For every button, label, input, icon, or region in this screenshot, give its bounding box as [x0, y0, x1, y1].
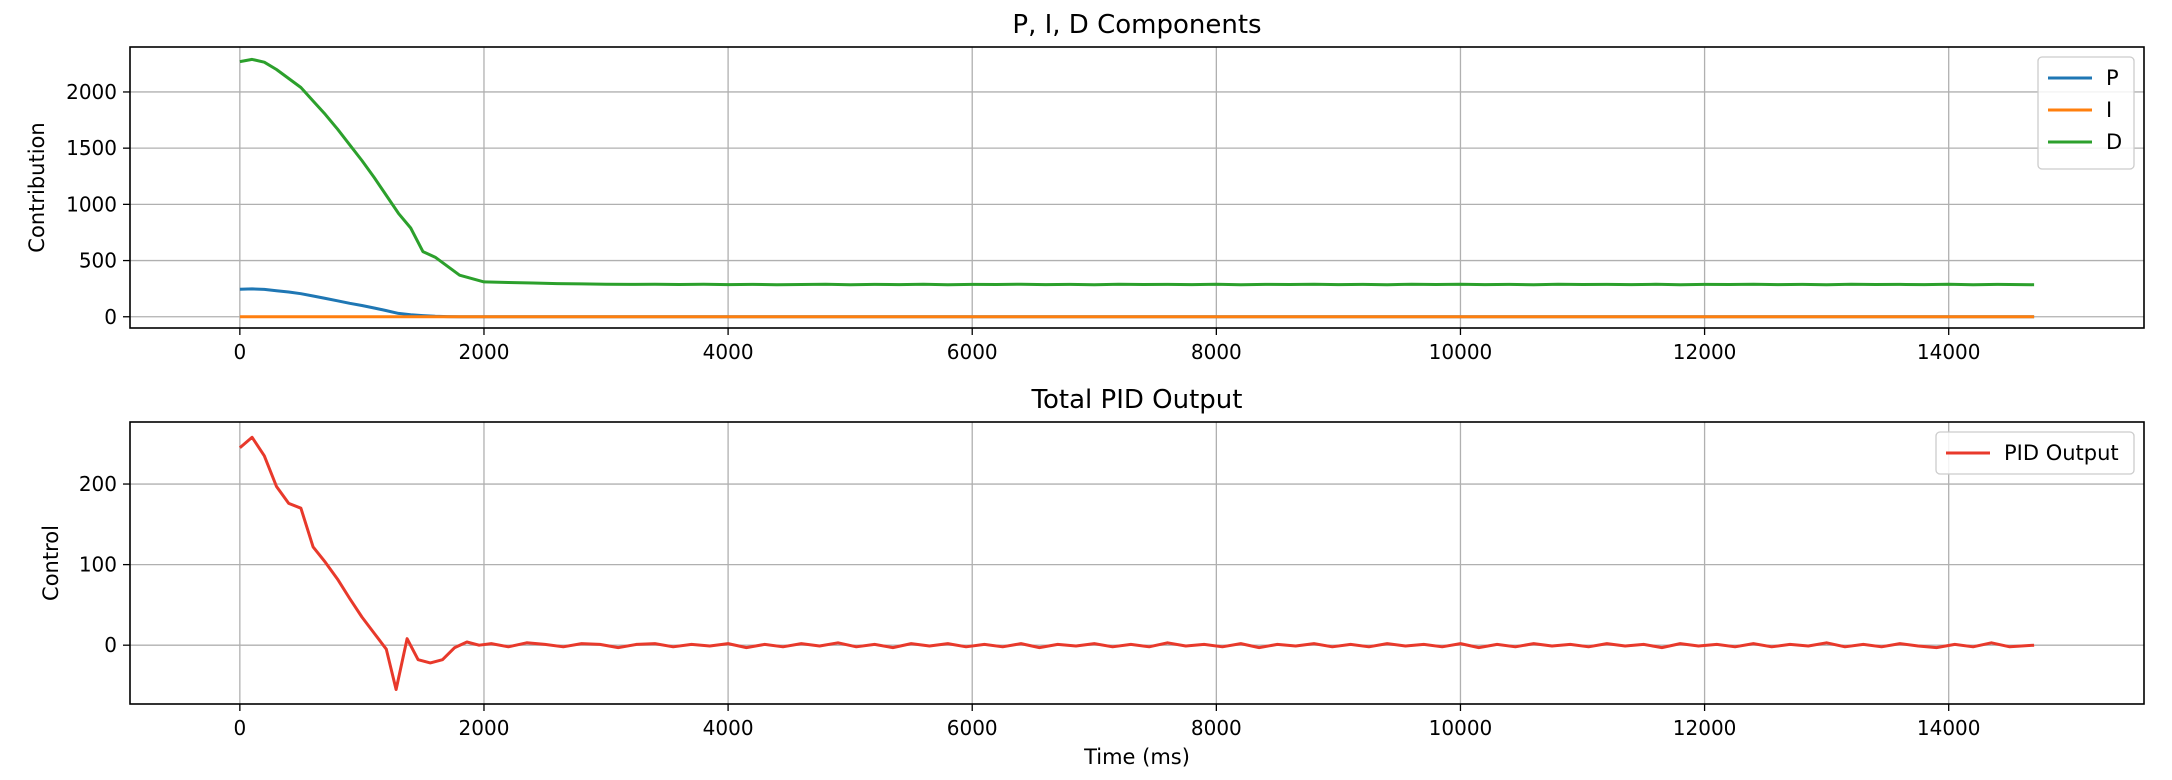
chart-title: Total PID Output: [1031, 385, 1243, 415]
legend-entry: D: [2106, 130, 2122, 154]
y-tick-label: 0: [104, 633, 117, 657]
legend-entry: I: [2106, 98, 2112, 122]
series-line-d: [239, 57, 2035, 287]
x-tick-label: 12000: [1673, 340, 1737, 364]
x-tick-label: 14000: [1917, 716, 1981, 740]
x-tick-label: 2000: [459, 340, 510, 364]
x-tick-label: 12000: [1673, 716, 1737, 740]
x-tick-label: 6000: [947, 340, 998, 364]
plot-frame: [129, 421, 2145, 705]
y-axis-label: Contribution: [25, 122, 49, 252]
chart-title: P, I, D Components: [1012, 10, 1261, 40]
series-line-p: [239, 287, 2035, 319]
x-tick-label: 10000: [1429, 716, 1493, 740]
y-tick-label: 1500: [66, 136, 117, 160]
legend-frame: [1935, 431, 2135, 475]
series-line-pid-output: [238, 435, 2035, 691]
plot-frame: [129, 46, 2145, 329]
legend: PID Output: [1935, 431, 2135, 475]
y-tick-label: 100: [79, 553, 117, 577]
y-tick-label: 2000: [66, 80, 117, 104]
x-tick-label: 4000: [703, 716, 754, 740]
x-axis-label: Time (ms): [1083, 745, 1190, 769]
x-tick-label: 8000: [1191, 340, 1242, 364]
pid-components-chart: 0 2000 4000 6000 8000 10000 12000 14000 0 500 1000…: [25, 10, 2145, 364]
x-tick-label: 6000: [947, 716, 998, 740]
y-axis-label: Control: [39, 525, 63, 601]
legend-entry: P: [2106, 66, 2119, 90]
x-tick-label: 10000: [1429, 340, 1493, 364]
x-tick-label: 4000: [703, 340, 754, 364]
x-tick-label: 14000: [1917, 340, 1981, 364]
x-tick-label: 0: [233, 340, 246, 364]
y-tick-label: 500: [79, 249, 117, 273]
x-tick-label: 8000: [1191, 716, 1242, 740]
y-tick-label: 200: [79, 472, 117, 496]
legend: PID: [2037, 56, 2135, 170]
y-tick-label: 1000: [66, 192, 117, 216]
y-tick-label: 0: [104, 305, 117, 329]
total-pid-output-chart: 0 2000 4000 6000 8000 10000 12000 14000 0 100 200 T…: [39, 385, 2145, 769]
legend-entry: PID Output: [2004, 441, 2119, 465]
x-tick-label: 0: [233, 716, 246, 740]
x-tick-label: 2000: [459, 716, 510, 740]
